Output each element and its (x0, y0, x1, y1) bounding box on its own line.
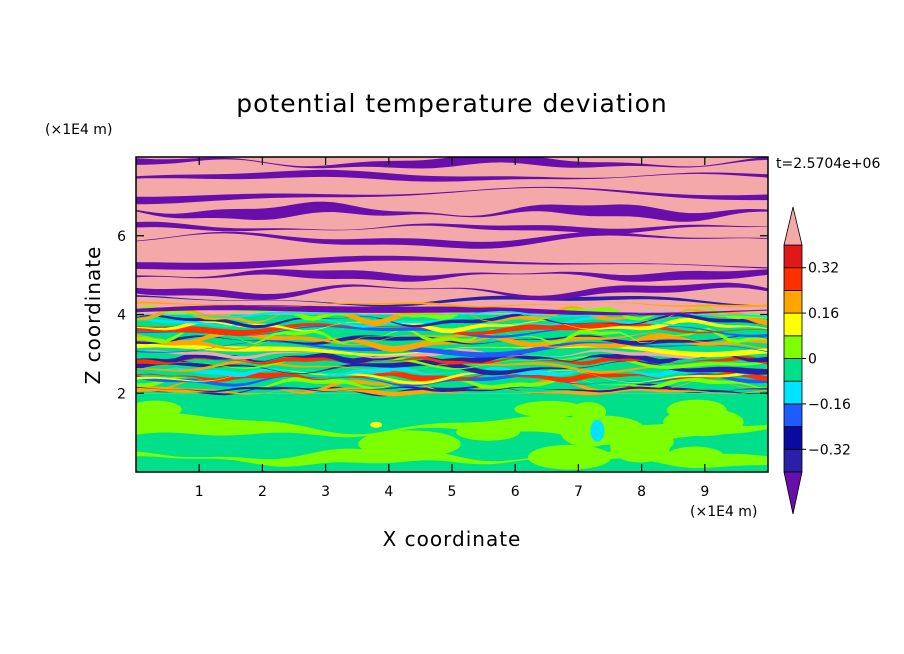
y-unit-label: (×1E4 m) (45, 122, 112, 138)
contour-band (136, 333, 768, 353)
y-tick-label: 2 (117, 386, 126, 402)
colorbar-segment (783, 358, 803, 382)
x-axis-label: X coordinate (383, 527, 522, 551)
contour-band (136, 376, 768, 390)
colorbar-tick-label: −0.32 (808, 442, 851, 458)
contour-band (136, 282, 768, 301)
contour-band (666, 399, 727, 421)
contour-band (136, 317, 768, 334)
contour-band (136, 330, 768, 348)
colorbar-tick-label: 0.32 (808, 261, 839, 277)
contour-band (136, 301, 768, 308)
y-tick-label: 4 (117, 308, 126, 324)
x-axis: 1 2 3 4 5 6 7 8 9 (195, 157, 709, 500)
contour-band (136, 221, 768, 234)
colorbar-segment (783, 448, 803, 473)
x-tick-label: 5 (448, 484, 457, 500)
contour-band (136, 255, 768, 270)
colorbar-segment (783, 244, 803, 269)
time-label: t=2.5704e+06 (776, 156, 880, 172)
contour-band (136, 269, 768, 282)
x-tick-label: 3 (321, 484, 330, 500)
contour-band (136, 305, 768, 316)
contour-band (514, 401, 586, 418)
contour-band (590, 419, 605, 442)
colorbar-segment (783, 380, 803, 405)
colorbar-tick-label: −0.16 (808, 397, 851, 413)
x-tick-label: 8 (637, 484, 646, 500)
chart-title: potential temperature deviation (236, 89, 667, 118)
contour-band (136, 313, 768, 329)
colorbar-arrow-bottom (783, 471, 803, 515)
x-tick-label: 1 (195, 484, 204, 500)
contour-band (136, 186, 768, 205)
colorbar-segment (783, 335, 803, 359)
y-tick-label: 6 (117, 229, 126, 245)
contour-band (136, 412, 768, 445)
x-tick-label: 7 (574, 484, 583, 500)
x-unit-label: (×1E4 m) (690, 504, 757, 520)
contour-field (136, 157, 768, 472)
colorbar-segment (783, 403, 803, 427)
contour-band (136, 295, 768, 307)
contour-band (136, 327, 768, 345)
x-tick-label: 4 (384, 484, 393, 500)
colorbar-tick-label: 0.16 (808, 306, 839, 322)
contour-band (136, 335, 768, 346)
contour-band (136, 367, 768, 385)
colorbar-segment (783, 267, 803, 291)
contour-band (136, 231, 768, 249)
colorbar-segment (783, 426, 803, 450)
colorbar: 0.32 0.16 0 −0.16 −0.32 (783, 206, 851, 515)
y-axis: 2 4 6 (117, 229, 768, 402)
contour-band (136, 348, 768, 360)
contour-band (136, 386, 768, 393)
colorbar-segment (783, 312, 803, 337)
contour-band (136, 359, 768, 376)
contour-band (136, 169, 768, 182)
contour-band (136, 351, 768, 365)
colorbar-arrow-top (783, 206, 803, 246)
x-tick-label: 2 (258, 484, 267, 500)
colorbar-segment (783, 289, 803, 314)
contour-band (370, 421, 383, 428)
contour-band (136, 321, 768, 336)
colorbar-tick-label: 0 (808, 352, 817, 368)
x-tick-label: 9 (700, 484, 709, 500)
contour-band (136, 305, 768, 321)
contour-band (136, 201, 768, 222)
contour-band (136, 448, 768, 469)
contour-band (136, 311, 768, 318)
x-tick-label: 6 (511, 484, 520, 500)
y-axis-label: Z coordinate (81, 246, 105, 385)
